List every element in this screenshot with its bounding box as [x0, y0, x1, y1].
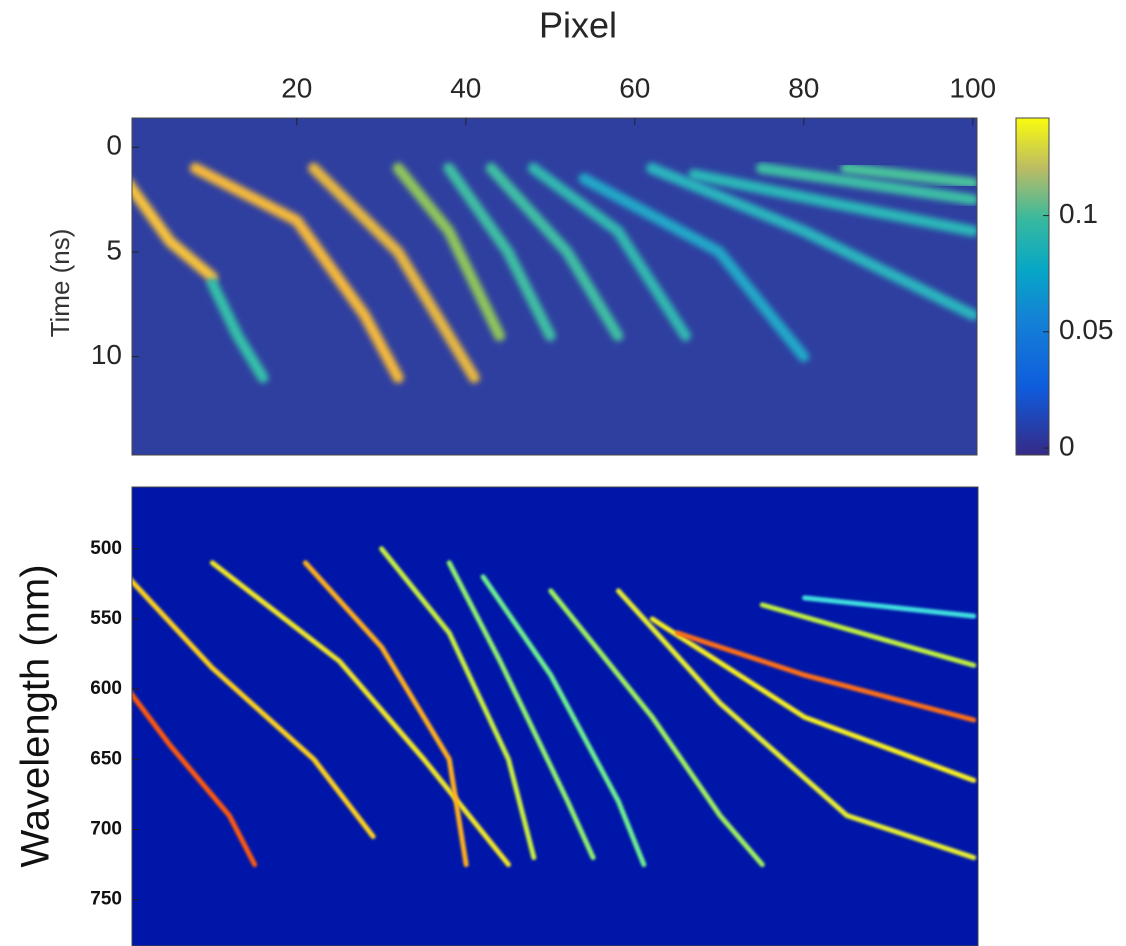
streak: [308, 162, 480, 384]
y-axis-label: Time (ns): [45, 229, 75, 338]
streak: [615, 588, 977, 861]
plot-background: [132, 487, 978, 946]
streak: [759, 602, 977, 668]
streak: [485, 162, 624, 342]
streak: [649, 616, 977, 783]
y-tick-label: 650: [90, 748, 122, 769]
y-tick-label: 750: [90, 889, 122, 910]
streak: [527, 162, 691, 342]
streak: [189, 162, 404, 384]
streak: [675, 630, 977, 723]
streak: [446, 560, 596, 861]
streak: [578, 173, 810, 363]
streak: [302, 560, 469, 868]
y-tick-label: 500: [90, 538, 122, 559]
streak: [132, 690, 258, 868]
x-tick-label: 60: [619, 72, 650, 103]
streak: [206, 277, 269, 384]
streak: [840, 162, 977, 189]
x-tick-label: 20: [281, 72, 312, 103]
y-tick-label: 5: [106, 234, 122, 265]
x-tick-label: 40: [450, 72, 481, 103]
streak: [392, 162, 506, 342]
streak: [379, 546, 537, 861]
streak: [209, 560, 511, 868]
colorbar: [1015, 117, 1050, 456]
y-tick-label: 700: [90, 819, 122, 840]
streak: [480, 574, 647, 868]
x-tick-label: 80: [788, 72, 819, 103]
bottom-panel: 500 550 600 650 700 750: [90, 486, 979, 946]
y-tick-label: 550: [90, 608, 122, 629]
streak: [548, 588, 765, 868]
x-tick-label: 100: [949, 72, 996, 103]
plot-frame: [131, 117, 978, 456]
streak: [646, 162, 977, 321]
y-axis-label: Wavelength (nm): [14, 564, 58, 867]
streak: [756, 162, 977, 206]
streak: [688, 169, 977, 237]
plot-frame: [131, 486, 979, 946]
y-tick-label: 10: [91, 339, 122, 370]
streak: [443, 162, 556, 342]
streaks: [132, 546, 977, 868]
streak: [132, 179, 218, 283]
streak: [802, 595, 977, 619]
colorbar-tick-label: 0.05: [1059, 314, 1114, 345]
colorbar-tick-label: 0.1: [1059, 198, 1098, 229]
y-tick-label: 600: [90, 678, 122, 699]
colorbar-tick-label: 0: [1059, 430, 1075, 461]
streak: [132, 577, 376, 840]
chart-title: Pixel: [539, 5, 617, 46]
streaks: [132, 162, 977, 384]
y-tick-label: 0: [106, 130, 122, 161]
